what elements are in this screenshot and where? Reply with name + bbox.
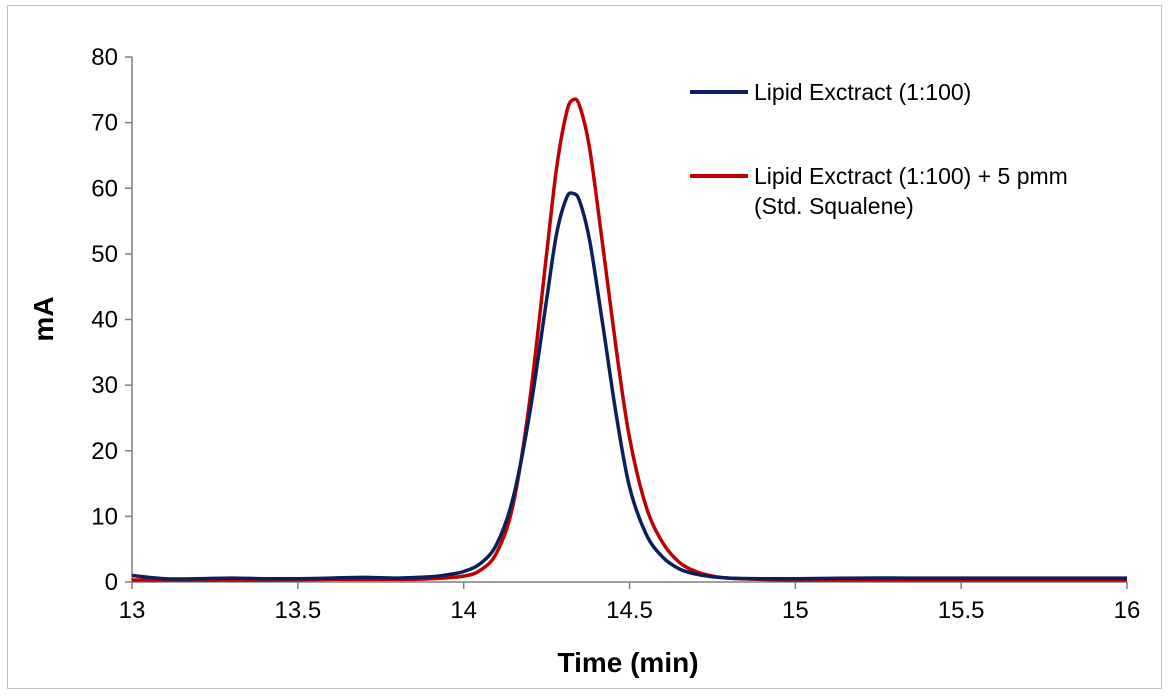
x-axis: 13 13.5 14 14.5 15 15.5 16 Time (min) (119, 581, 1141, 678)
y-tick-label: 50 (91, 241, 118, 268)
y-axis-title: mA (28, 296, 59, 341)
chromatogram-chart: 13 13.5 14 14.5 15 15.5 16 Time (min) 0 10 20 30 4… (28, 44, 1141, 678)
y-axis: 0 10 20 30 40 50 60 70 80 mA (28, 44, 133, 596)
y-tick-label: 70 (91, 110, 118, 137)
x-tick-label: 15.5 (938, 597, 985, 624)
x-tick-label: 14.5 (606, 597, 653, 624)
chart-frame: 13 13.5 14 14.5 15 15.5 16 Time (min) 0 10 20 30 4… (7, 5, 1162, 689)
legend-label-2: Lipid Exctract (1:100) + 5 pmm (Std. Squ… (754, 163, 1074, 219)
y-tick-label: 60 (91, 175, 118, 202)
legend-entry-1: Lipid Exctract (1:100) (690, 79, 971, 105)
y-tick-label: 10 (91, 503, 118, 530)
x-tick-label: 14 (450, 597, 477, 624)
legend-label-2-line-2: (Std. Squalene) (754, 193, 914, 219)
x-tick-label: 15 (782, 597, 809, 624)
x-tick-label: 13.5 (274, 597, 321, 624)
x-axis-title: Time (min) (557, 647, 698, 678)
legend-label-1: Lipid Exctract (1:100) (754, 79, 971, 105)
legend-entry-2: Lipid Exctract (1:100) + 5 pmm (Std. Squ… (690, 163, 1074, 219)
y-tick-label: 0 (105, 569, 118, 596)
y-tick-label: 20 (91, 438, 118, 465)
legend: Lipid Exctract (1:100) Lipid Exctract (1… (690, 79, 1074, 219)
x-tick-label: 16 (1114, 597, 1141, 624)
legend-label-2-line-1: Lipid Exctract (1:100) + 5 pmm (754, 163, 1068, 189)
y-tick-label: 80 (91, 44, 118, 71)
y-tick-label: 40 (91, 307, 118, 334)
y-tick-label: 30 (91, 372, 118, 399)
series-line-1 (131, 191, 1127, 581)
series-group (131, 97, 1127, 582)
x-tick-label: 13 (119, 597, 146, 624)
